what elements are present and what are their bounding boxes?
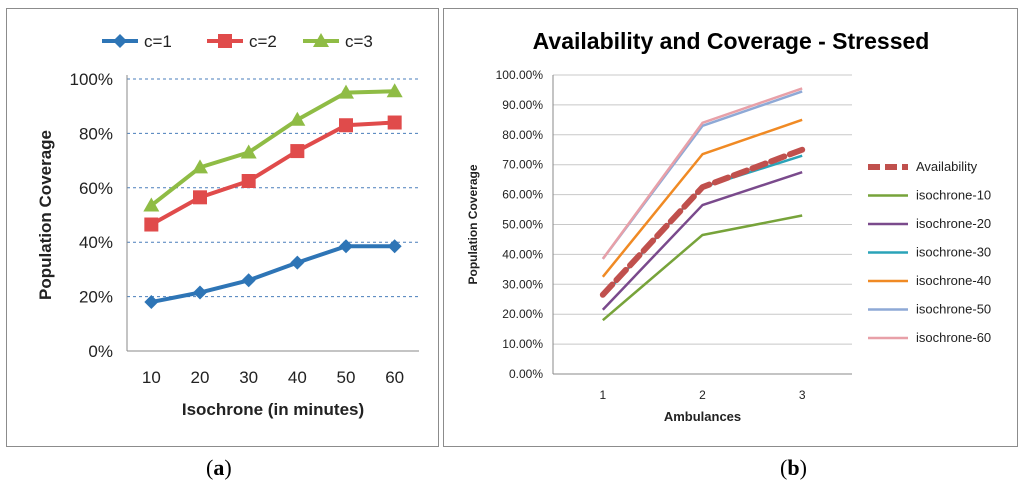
- legend-label: isochrone-20: [916, 216, 991, 231]
- data-point: [289, 111, 306, 126]
- data-point: [290, 144, 305, 159]
- y-tick-label: 20.00%: [502, 307, 543, 321]
- series-line-c=1: [150, 244, 395, 305]
- legend-label: isochrone-60: [916, 330, 991, 345]
- caption-a-close: ): [224, 455, 232, 480]
- x-axis-title: Ambulances: [664, 409, 741, 424]
- series-line-isochrone-60: [601, 87, 803, 260]
- data-point: [290, 255, 305, 270]
- y-tick-label: 20%: [79, 288, 113, 307]
- chart-panel-b: Availability and Coverage - Stressed 0.00…: [443, 8, 1018, 447]
- legend-marker: [313, 33, 329, 47]
- data-point: [143, 197, 160, 212]
- chart-panel-a: 0% 20% 40% 60% 80% 100% 10 20 30 40 50 60 Isochrone …: [6, 8, 439, 447]
- y-tick-label: 50.00%: [502, 218, 543, 232]
- y-tick-label: 90.00%: [502, 98, 543, 112]
- caption-a: (a): [206, 455, 232, 481]
- data-point: [241, 273, 256, 288]
- chart-b-svg: Availability and Coverage - Stressed 0.00…: [466, 28, 991, 424]
- legend-marker: [218, 34, 232, 48]
- series-line-isochrone-20: [601, 170, 803, 311]
- data-point: [339, 118, 353, 133]
- legend-label: isochrone-10: [916, 188, 991, 203]
- caption-b-open: (: [780, 455, 788, 480]
- series-line-isochrone-10: [602, 214, 803, 322]
- legend-label: Availability: [916, 159, 978, 174]
- legend-label: isochrone-30: [916, 245, 991, 260]
- legend-label: isochrone-50: [916, 302, 991, 317]
- y-tick-label: 70.00%: [502, 158, 543, 172]
- y-tick-label: 60.00%: [502, 188, 543, 202]
- data-point: [387, 115, 402, 130]
- series-line-Availability: [599, 146, 806, 298]
- y-tick-label: 40.00%: [502, 247, 543, 261]
- x-tick-label: 30: [239, 368, 258, 387]
- series-line-isochrone-40: [601, 118, 803, 278]
- y-tick-label: 0%: [88, 342, 113, 361]
- caption-a-open: (: [206, 455, 214, 480]
- y-tick-label: 40%: [79, 233, 113, 252]
- series-line-isochrone-30: [601, 154, 803, 298]
- series-line-c=3: [150, 89, 395, 208]
- data-point: [144, 217, 159, 232]
- data-point: [240, 144, 257, 159]
- caption-b: (b): [780, 455, 807, 481]
- x-tick-label: 40: [288, 368, 307, 387]
- y-axis-title: Population Coverage: [36, 130, 55, 300]
- data-point: [193, 190, 207, 205]
- series-line-c=2: [150, 120, 395, 227]
- data-point: [387, 239, 402, 254]
- chart-a-svg: 0% 20% 40% 60% 80% 100% 10 20 30 40 50 60 Isochrone …: [36, 32, 419, 419]
- caption-b-letter: b: [787, 455, 800, 480]
- y-tick-label: 30.00%: [502, 277, 543, 291]
- y-tick-label: 80%: [79, 124, 113, 143]
- y-tick-label: 100.00%: [496, 68, 544, 82]
- chart-title: Availability and Coverage - Stressed: [533, 28, 930, 54]
- x-tick-label: 20: [191, 368, 210, 387]
- legend-label: c=1: [144, 32, 172, 51]
- legend-label: c=3: [345, 32, 373, 51]
- x-tick-label: 60: [385, 368, 404, 387]
- y-tick-label: 60%: [79, 179, 113, 198]
- data-point: [192, 159, 208, 174]
- caption-a-letter: a: [213, 455, 225, 480]
- data-point: [241, 174, 256, 188]
- data-point: [144, 295, 159, 310]
- caption-b-close: ): [799, 455, 807, 480]
- x-tick-label: 2: [699, 388, 706, 402]
- data-point: [386, 83, 403, 98]
- y-tick-label: 10.00%: [502, 337, 543, 351]
- y-tick-label: 80.00%: [502, 128, 543, 142]
- y-tick-label: 0.00%: [509, 367, 543, 381]
- legend-label: c=2: [249, 32, 277, 51]
- legend-label: isochrone-40: [916, 273, 991, 288]
- data-point: [338, 84, 354, 99]
- legend-marker: [113, 34, 127, 48]
- x-tick-label: 50: [337, 368, 356, 387]
- y-tick-label: 100%: [70, 70, 113, 89]
- x-axis-title: Isochrone (in minutes): [182, 400, 364, 419]
- y-axis-title: Population Coverage: [466, 164, 480, 284]
- x-tick-label: 3: [799, 388, 806, 402]
- x-tick-label: 10: [142, 368, 161, 387]
- x-tick-label: 1: [599, 388, 606, 402]
- data-point: [339, 239, 353, 254]
- data-point: [193, 285, 207, 300]
